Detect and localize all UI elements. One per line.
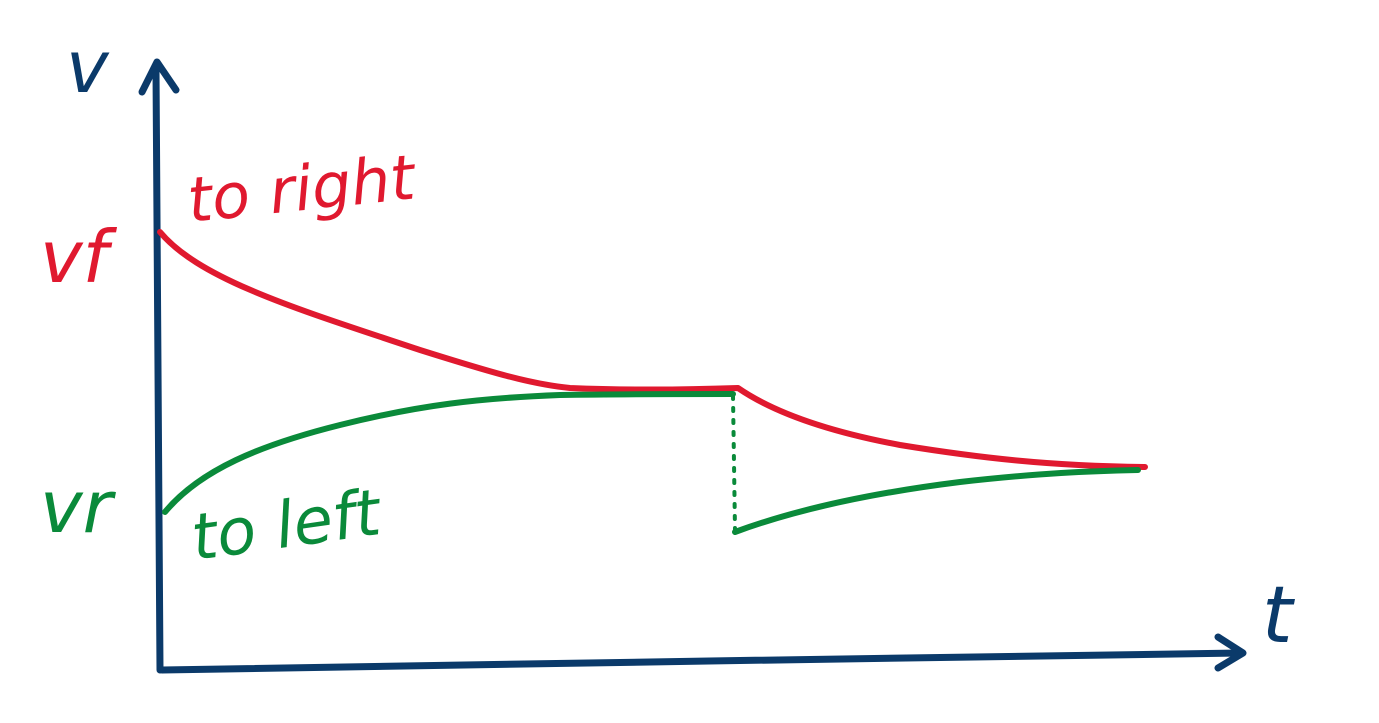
y-axis-arrowhead [138,58,180,96]
green-dotted-drop [731,394,737,532]
red-velocity-curve [157,229,1148,470]
y-axis-line [152,66,164,674]
green-velocity-curve [162,391,736,515]
x-axis-label: t [1262,571,1295,661]
y-axis-label: v [66,25,110,109]
to-left-label: to left [187,476,388,576]
to-right-label: to right [184,140,421,237]
green-recovery-curve [732,467,1141,535]
vf-label: vf [40,215,118,299]
vr-label: vr [40,465,117,549]
x-axis-arrowhead [1214,633,1247,672]
x-axis-line [158,649,1244,674]
